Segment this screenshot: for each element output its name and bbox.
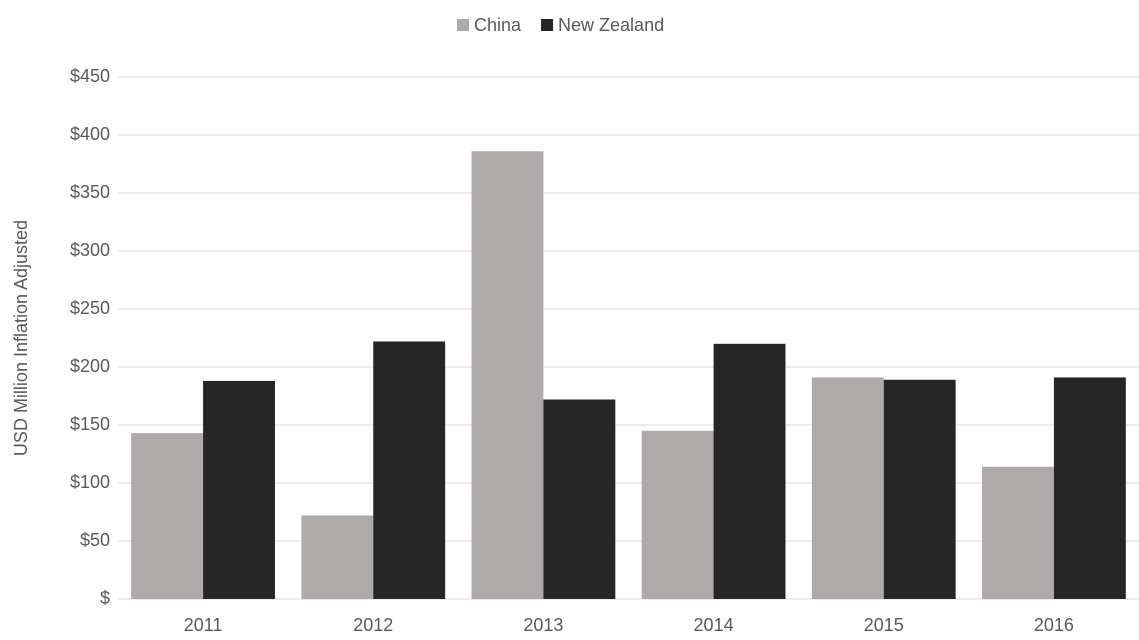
y-axis-label: USD Million Inflation Adjusted xyxy=(11,220,31,456)
x-tick-label: 2013 xyxy=(523,615,563,635)
y-tick-label: $200 xyxy=(70,356,110,376)
legend-label: New Zealand xyxy=(558,15,664,35)
bar xyxy=(811,377,884,599)
x-tick-label: 2012 xyxy=(353,615,393,635)
bar xyxy=(1053,377,1126,599)
y-tick-label: $50 xyxy=(80,530,110,550)
y-tick-label: $ xyxy=(100,588,110,608)
legend-label: China xyxy=(474,15,522,35)
y-tick-label: $450 xyxy=(70,66,110,86)
bar xyxy=(883,379,956,599)
y-tick-label: $400 xyxy=(70,124,110,144)
y-tick-label: $300 xyxy=(70,240,110,260)
x-tick-label: 2011 xyxy=(184,615,223,635)
legend-swatch xyxy=(541,19,554,31)
y-tick-label: $250 xyxy=(70,298,110,318)
y-tick-label: $350 xyxy=(70,182,110,202)
x-tick-label: 2015 xyxy=(864,615,904,635)
x-tick-label: 2014 xyxy=(694,615,734,635)
bar xyxy=(373,341,446,599)
x-tick-label: 2016 xyxy=(1034,615,1074,635)
bar xyxy=(471,151,544,600)
bar xyxy=(131,433,204,599)
bar xyxy=(982,466,1054,599)
bar xyxy=(203,380,275,599)
bar xyxy=(713,343,786,599)
bar xyxy=(641,430,714,599)
y-tick-label: $100 xyxy=(70,472,110,492)
y-tick-label: $150 xyxy=(70,414,110,434)
bar xyxy=(301,515,374,599)
bar xyxy=(543,399,616,599)
legend-swatch xyxy=(457,19,469,31)
